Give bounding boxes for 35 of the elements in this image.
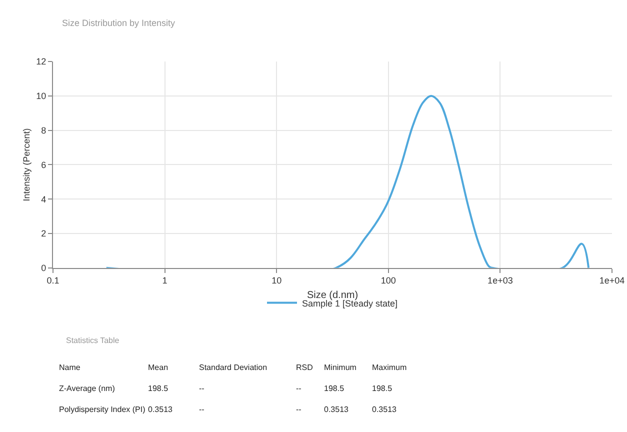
text: Mean <box>148 363 168 372</box>
text: 198.5 <box>324 384 345 393</box>
y-tick-label: 4 <box>41 194 46 204</box>
text: Name <box>59 363 81 372</box>
text: -- <box>199 405 205 414</box>
y-tick-label: 10 <box>36 91 46 102</box>
text: 0.3513 <box>324 405 350 414</box>
text: Z-Average (nm) <box>59 384 116 393</box>
x-tick-label: 100 <box>380 276 396 286</box>
y-tick-label: 8 <box>41 125 46 136</box>
text: Standard Deviation <box>199 363 268 372</box>
text: 198.5 <box>148 384 169 393</box>
text: RSD <box>296 363 314 372</box>
y-tick-label: 6 <box>41 160 46 170</box>
x-axis-title: Size (d.nm) <box>306 290 358 302</box>
text: -- <box>296 384 302 393</box>
text: Minimum <box>324 363 357 372</box>
text: 0.3513 <box>372 405 398 414</box>
chart-title: Size Distribution by Intensity <box>62 18 176 28</box>
y-tick-label: 2 <box>41 228 46 239</box>
text: 0.3513 <box>148 405 174 414</box>
x-tick-label: 10 <box>272 276 282 286</box>
text: 198.5 <box>372 384 393 393</box>
text: Maximum <box>372 363 408 372</box>
text: Statistics Table <box>66 336 120 345</box>
x-tick-label: 0.1 <box>46 276 60 286</box>
text: Polydispersity Index (PI) <box>59 405 146 414</box>
y-tick-label: 12 <box>36 56 46 67</box>
x-tick-label: 1 <box>162 276 168 286</box>
text: -- <box>296 405 302 414</box>
text: -- <box>199 384 205 393</box>
y-axis-title: Intensity (Percent) <box>22 128 32 202</box>
y-tick-label: 0 <box>41 263 46 274</box>
x-tick-label: 1e+04 <box>599 276 625 286</box>
x-tick-label: 1e+03 <box>488 276 513 286</box>
